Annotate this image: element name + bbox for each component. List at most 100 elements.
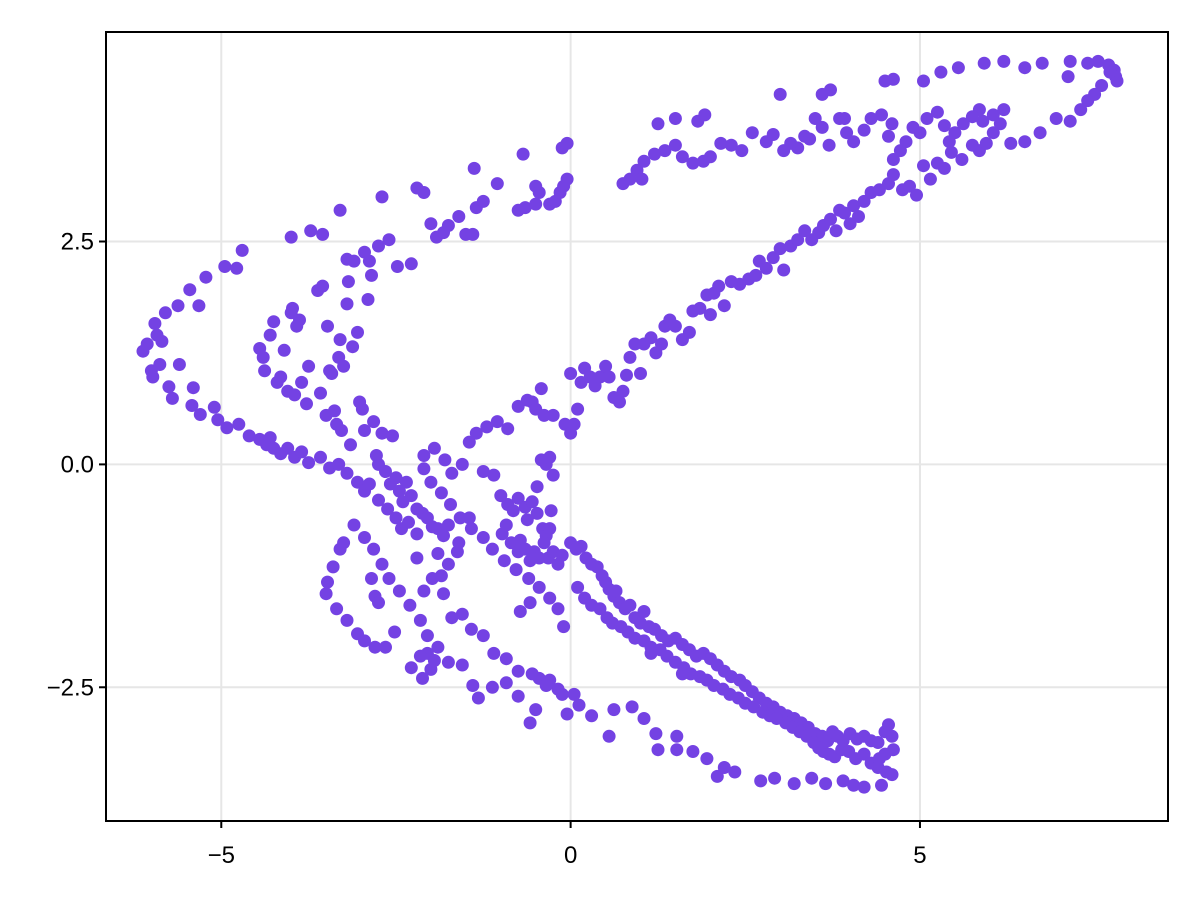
scatter-point	[230, 261, 244, 275]
scatter-point	[637, 154, 651, 168]
scatter-point	[560, 136, 574, 150]
scatter-point	[434, 486, 448, 500]
scatter-point	[852, 210, 865, 223]
scatter-point	[367, 415, 381, 429]
scatter-point	[165, 391, 179, 405]
scatter-point	[885, 729, 899, 743]
scatter-point	[838, 112, 851, 125]
scatter-point	[885, 768, 899, 782]
scatter-point	[466, 679, 480, 692]
scatter-point	[235, 243, 249, 257]
scatter-point	[819, 777, 833, 791]
scatter-point	[351, 475, 364, 489]
scatter-point	[979, 136, 993, 150]
scatter-point	[864, 112, 878, 125]
scatter-point	[668, 319, 682, 333]
scatter-point	[882, 129, 895, 143]
scatter-point	[546, 468, 560, 482]
scatter-point	[857, 747, 871, 761]
y-tick-label: −2.5	[47, 674, 94, 701]
scatter-point	[497, 554, 511, 568]
scatter-point	[703, 308, 717, 322]
scatter-point	[365, 268, 378, 282]
scatter-point	[1063, 114, 1077, 128]
scatter-point	[340, 297, 354, 311]
scatter-point	[875, 108, 888, 122]
scatter-point	[539, 679, 553, 692]
scatter-point	[523, 716, 537, 730]
scatter-point	[388, 625, 402, 639]
scatter-point	[675, 150, 689, 164]
scatter-point	[609, 584, 623, 598]
scatter-point	[341, 275, 355, 289]
scatter-point	[1091, 54, 1105, 68]
scatter-point	[494, 489, 508, 503]
scatter-point	[211, 413, 225, 427]
scatter-point	[906, 120, 920, 134]
scatter-point	[186, 381, 200, 395]
scatter-point	[417, 462, 431, 476]
scatter-point	[445, 611, 459, 625]
scatter-point	[193, 408, 207, 421]
scatter-point	[392, 584, 406, 598]
scatter-point	[399, 475, 413, 489]
scatter-point	[532, 551, 546, 565]
scatter-point	[872, 183, 886, 197]
scatter-point	[277, 343, 291, 357]
scatter-point	[1018, 61, 1032, 75]
scatter-point	[148, 317, 162, 330]
scatter-point	[288, 388, 302, 402]
scatter-point	[829, 224, 843, 238]
scatter-point	[700, 752, 714, 766]
scatter-point	[620, 368, 633, 382]
scatter-point	[431, 547, 445, 560]
scatter-point	[444, 498, 457, 511]
scatter-point	[431, 640, 445, 654]
scatter-point	[857, 194, 871, 208]
scatter-point	[295, 375, 309, 389]
scatter-point	[574, 539, 588, 553]
scatter-point	[616, 384, 630, 398]
scatter-point	[416, 671, 429, 685]
scatter-point	[668, 138, 682, 152]
scatter-point	[882, 718, 895, 732]
scatter-point	[410, 551, 424, 565]
scatter-points	[136, 54, 1124, 794]
scatter-point	[644, 646, 658, 660]
scatter-point	[537, 408, 551, 422]
scatter-point	[717, 761, 731, 774]
scatter-point	[976, 114, 990, 128]
scatter-point	[537, 536, 551, 550]
scatter-point	[347, 254, 361, 268]
scatter-point	[571, 580, 585, 594]
scatter-point	[714, 136, 728, 150]
scatter-point	[886, 153, 900, 166]
scatter-point	[513, 605, 527, 618]
scatter-point	[803, 132, 817, 146]
scatter-point	[506, 504, 520, 518]
scatter-point	[437, 587, 450, 601]
scatter-point	[476, 194, 490, 208]
scatter-point	[321, 575, 334, 589]
scatter-point	[520, 513, 534, 527]
scatter-point	[441, 518, 455, 532]
scatter-point	[644, 331, 658, 345]
scatter-point	[379, 465, 392, 478]
scatter-point	[567, 687, 581, 701]
scatter-point	[314, 386, 327, 400]
scatter-point	[455, 457, 469, 471]
scatter-point	[319, 587, 333, 601]
scatter-point	[258, 364, 272, 378]
scatter-point	[365, 572, 378, 585]
scatter-point	[593, 370, 607, 384]
scatter-point	[773, 242, 787, 256]
scatter-point	[571, 402, 585, 416]
scatter-point	[787, 777, 801, 791]
scatter-point	[955, 153, 969, 166]
scatter-point	[441, 219, 455, 232]
scatter-point	[903, 179, 916, 193]
scatter-point	[476, 629, 490, 643]
scatter-point	[424, 475, 438, 489]
scatter-point	[455, 607, 469, 621]
scatter-point	[511, 491, 525, 505]
